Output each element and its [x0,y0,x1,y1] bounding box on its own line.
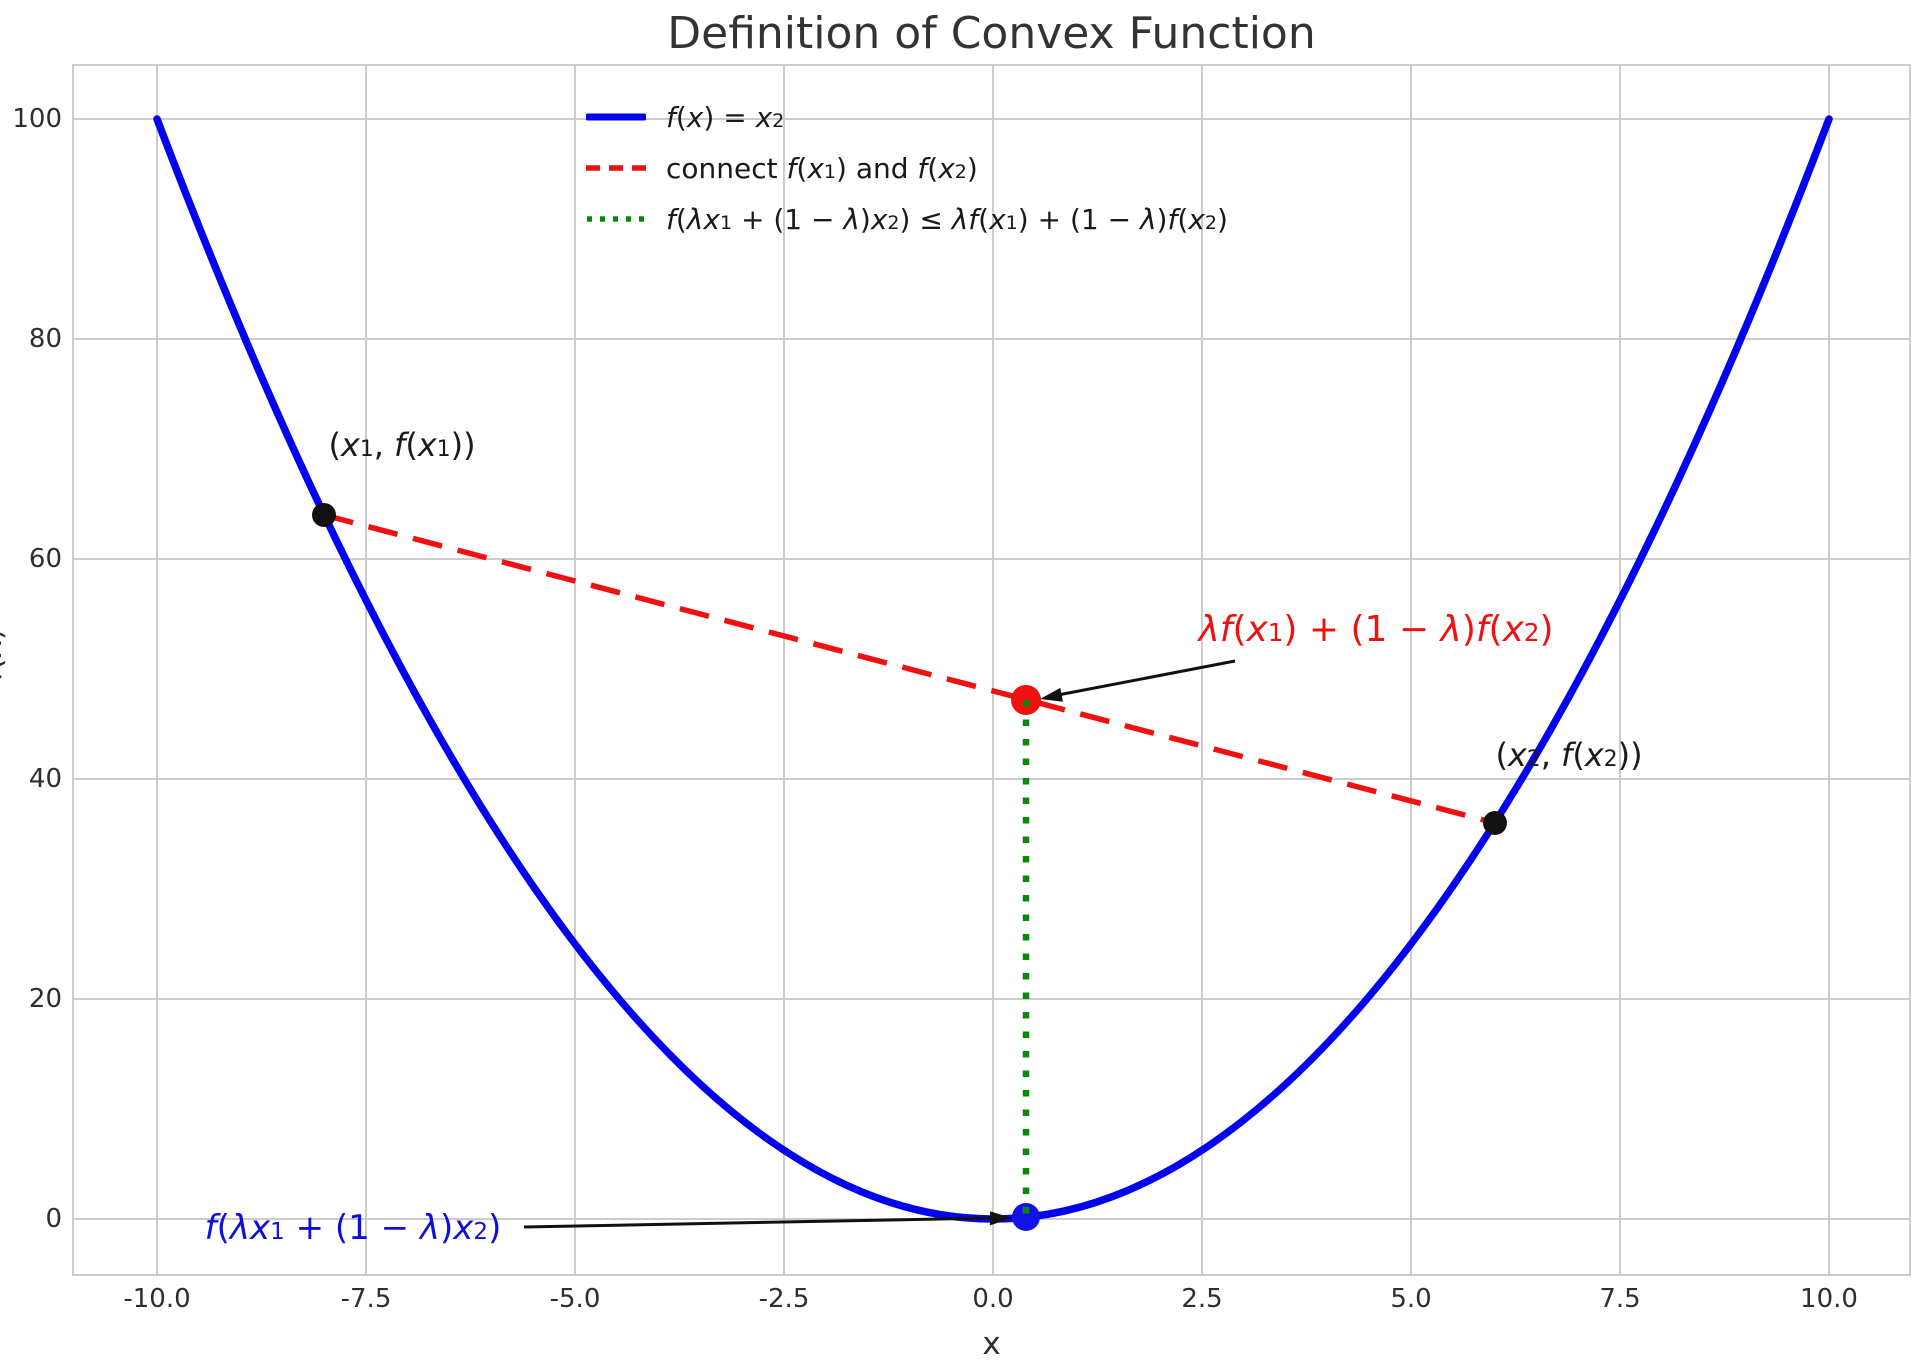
point-x1 [312,503,336,527]
x-tick-label: -5.0 [549,1284,601,1314]
x-tick-label: 10.0 [1800,1284,1858,1314]
x-axis-label: x [982,1326,1001,1362]
point-x2 [1483,811,1507,835]
y-tick-label: 60 [28,544,62,574]
legend-label-inequality: f(λx1 + (1 − λ)x2) ≤ λf(x1) + (1 − λ)f(x… [666,202,1228,236]
arrow-to-blue-point [523,1211,1012,1229]
chord-dashed-line [323,512,1496,826]
x-tick-label: 0.0 [972,1284,1014,1314]
legend-swatch-solid-blue [586,113,646,121]
x-tick-label: -2.5 [758,1284,810,1314]
plot-frame [72,64,1911,1276]
y-axis-label: f(x) [0,628,9,682]
legend-label-chord: connect f(x1) and f(x2) [666,151,978,185]
y-tick-label: 80 [28,324,62,354]
y-tick-label: 0 [45,1204,62,1234]
y-tick-label: 100 [12,104,62,134]
grid-horizontal-lines [73,118,1910,1220]
annotation-point-x1: (x1, f(x1)) [328,426,476,464]
legend-label-curve: f(x) = x2 [666,100,785,134]
x-tick-label: -10.0 [123,1284,191,1314]
legend-item-curve: f(x) = x2 [586,97,784,137]
annotation-function-of-combination-blue: f(λx1 + (1 − λ)x2) [204,1208,502,1248]
x-tick-label: 5.0 [1390,1284,1432,1314]
legend-item-chord: connect f(x1) and f(x2) [586,148,978,188]
x-tick-label: -7.5 [340,1284,392,1314]
legend-item-inequality: f(λx1 + (1 − λ)x2) ≤ λf(x1) + (1 − λ)f(x… [586,199,1228,239]
chart-title: Definition of Convex Function [667,8,1316,59]
arrow-to-red-point [1040,659,1236,702]
y-tick-label: 20 [28,984,62,1014]
legend-swatch-dotted-green [587,216,646,222]
point-function-value-blue [1012,1203,1040,1231]
x-tick-label: 2.5 [1181,1284,1223,1314]
annotation-point-x2: (x2, f(x2)) [1495,736,1643,774]
grid-vertical-lines [156,65,1830,1275]
annotation-weighted-average-red: λf(x1) + (1 − λ)f(x2) [1198,609,1554,650]
y-tick-label: 40 [28,764,62,794]
legend-swatch-dashed-red [586,165,646,171]
x-tick-label: 7.5 [1599,1284,1641,1314]
